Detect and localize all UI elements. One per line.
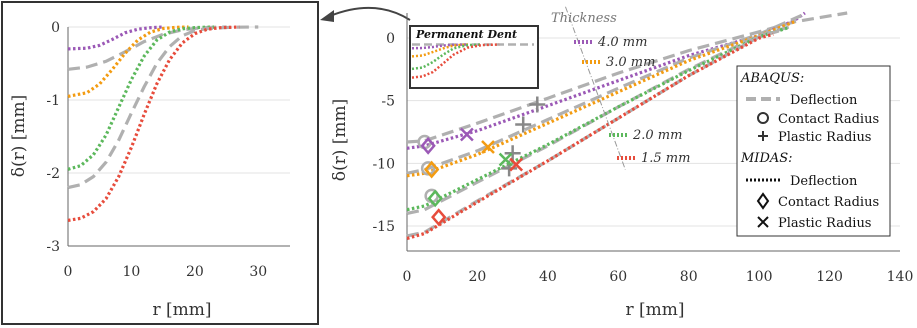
thickness-15mm-label: 1.5 mm [641,151,690,166]
inset-series-line [67,25,240,222]
main-xlabel: r [mm] [625,300,684,320]
legend-abaqus-plastic-swatch [758,131,768,141]
legend-midas-deflection: Deflection [790,174,858,189]
thickness-2mm-label: 2.0 mm [632,128,682,143]
callout-arrowhead [320,10,334,22]
inset-xtick-label: 10 [123,264,141,280]
main-xtick-label: 60 [609,269,627,285]
main-markers [417,96,546,227]
main-series-line [406,28,781,238]
main-axes [406,13,900,252]
midas-contact-marker [427,189,443,208]
thickness-label: Thickness [551,11,617,26]
inset-ytick-label: -2 [46,166,60,182]
main-xtick-label: 140 [887,269,914,285]
inset-ylabel: δ(r) [mm] [9,95,29,178]
midas-contact-marker [424,160,440,179]
plastic-radius-marker [504,145,521,162]
main-xtick-label: 120 [816,269,843,285]
inset-series [67,25,259,222]
legend-abaqus-contact: Contact Radius [778,112,879,127]
legend-abaqus-plastic: Plastic Radius [778,130,871,145]
thickness-4mm-label: 4.0 mm [597,35,647,50]
midas-plastic-marker [481,140,495,154]
inset-axes [67,27,290,247]
midas-contact-marker [420,136,436,155]
main-ytick-label: -15 [372,219,395,235]
midas-plastic-marker [459,127,474,142]
legend: ABAQUS: Deflection Contact Radius Plasti… [736,65,891,237]
inset-xtick-label: 20 [186,264,204,280]
main-ticks: 0 -5 -10 -15 0 20 40 60 80 100 120 140 [372,31,913,285]
main-xtick-label: 100 [746,269,773,285]
inset-frame [1,1,319,325]
callout-arrow [329,7,411,21]
inset-ytick-label: -3 [46,239,60,255]
dent-series-line [411,43,500,79]
midas-plastic-marker [509,157,524,172]
dent-series-line [411,43,468,58]
dent-box [409,25,539,89]
main-series-line [406,32,774,241]
dent-series [411,43,534,79]
inset-ticks: 0-1-2-30 10 20 30 [46,20,267,280]
main-ytick-label: -5 [381,94,395,110]
legend-abaqus-title: ABAQUS: [740,71,804,86]
main-series-line [406,11,848,144]
dent-label: Permanent Dent [415,28,517,41]
main-ytick-label: -10 [372,156,395,172]
inset-ytick-label: -1 [46,93,60,109]
main-ylabel: δ(r) [mm] [330,99,350,182]
thickness-guide [564,6,626,170]
midas-plastic-marker [498,152,513,167]
dent-series-line [411,43,482,71]
main-xtick-label: 40 [539,269,557,285]
main-series-line [406,26,788,212]
inset-series-line [67,25,164,51]
main-xtick-label: 20 [469,269,487,285]
main-xtick-label: 0 [403,269,412,285]
legend-midas-plastic-swatch [757,216,769,228]
inset-xtick-label: 0 [64,264,73,280]
legend-midas-contact: Contact Radius [778,195,879,210]
thickness-3mm-label: 3.0 mm [606,55,655,70]
legend-abaqus-deflection: Deflection [790,93,858,108]
legend-midas-contact-swatch [756,192,770,210]
legend-midas-plastic: Plastic Radius [778,216,871,231]
inset-series-line [67,25,214,171]
inset-xtick-label: 30 [249,264,267,280]
inset-series-line [67,25,189,98]
main-ytick-label: 0 [386,31,395,47]
thickness-line [564,6,626,170]
main-xtick-label: 80 [680,269,698,285]
legend-midas-title: MIDAS: [740,151,793,166]
plastic-radius-marker [515,116,532,133]
legend-abaqus-contact-swatch [757,112,769,124]
inset-ytick-label: 0 [51,20,60,36]
plastic-radius-marker [529,96,546,113]
midas-contact-marker [431,208,447,227]
inset-xlabel: r [mm] [152,300,211,320]
